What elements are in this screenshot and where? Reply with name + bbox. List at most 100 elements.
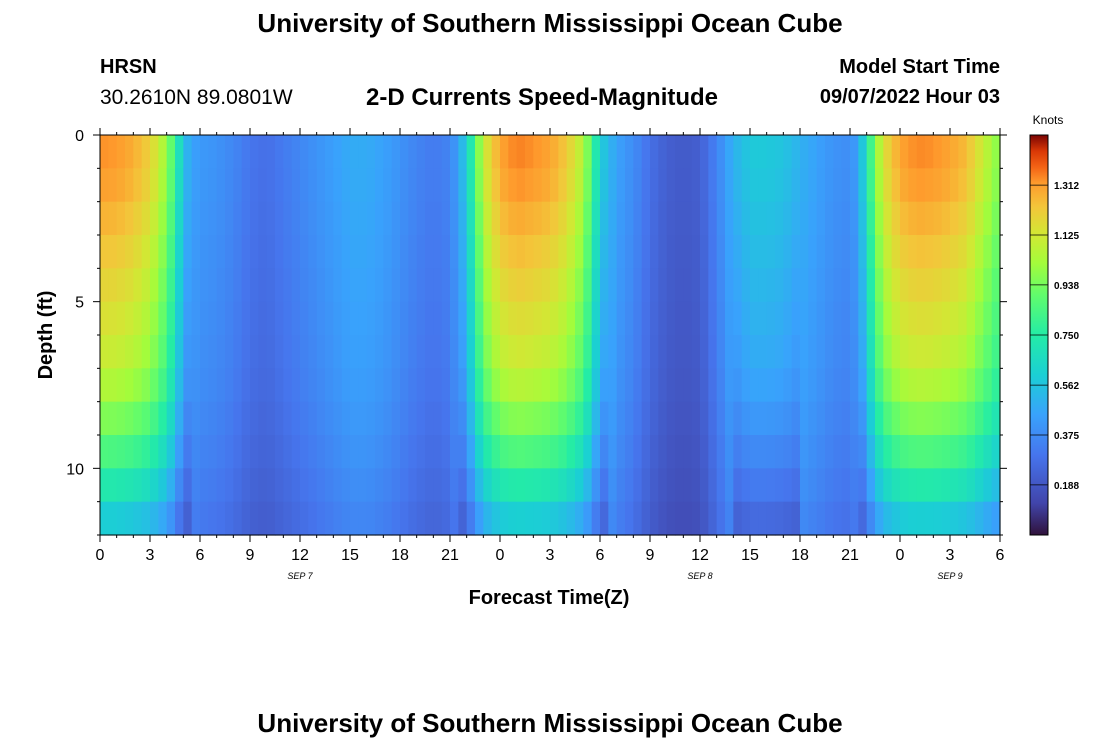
heatmap-cell [891,301,901,336]
heatmap-cell [775,368,784,403]
heatmap-cell [691,301,701,336]
heatmap-cell [241,335,251,369]
heatmap-cell [541,201,551,236]
heatmap-cell [741,235,751,269]
heatmap-cell [891,235,901,269]
heatmap-cell [891,468,901,503]
heatmap-cell [525,268,534,303]
heatmap-cell [241,301,251,336]
heatmap-cell [208,501,218,536]
heatmap-cell [566,468,576,503]
heatmap-cell [275,301,284,336]
heatmap-cell [250,268,259,303]
heatmap-cell [250,135,259,169]
heatmap-cell [125,301,134,336]
heatmap-cell [516,135,526,169]
heatmap-cell [691,168,701,203]
heatmap-cell [250,501,259,536]
heatmap-cell [791,135,801,169]
heatmap-cell [925,201,934,236]
heatmap-cell [916,135,926,169]
heatmap-cell [225,501,234,536]
heatmap-cell [900,435,909,469]
heatmap-cell [500,301,509,336]
heatmap-cell [841,235,851,269]
heatmap-cell [500,235,509,269]
heatmap-cell [516,501,526,536]
heatmap-cell [641,401,651,436]
heatmap-cell [758,468,768,503]
heatmap-cell [500,335,509,369]
heatmap-cell [741,335,751,369]
heatmap-cell [475,201,484,236]
heatmap-cell [875,135,884,169]
heatmap-cell [516,268,526,303]
heatmap-cell [216,401,226,436]
heatmap-cell [425,501,434,536]
heatmap-cell [975,301,984,336]
heatmap-cell [541,368,551,403]
heatmap-cell [308,501,318,536]
heatmap-cell [983,201,993,236]
heatmap-cell [416,135,426,169]
heatmap-cell [916,301,926,336]
heatmap-cell [908,401,918,436]
heatmap-cell [558,501,568,536]
heatmap-cell [800,168,809,203]
date-label: SEP 8 [687,571,712,581]
heatmap-cell [566,335,576,369]
heatmap-cell [216,135,226,169]
heatmap-cell [216,368,226,403]
heatmap-cell [975,401,984,436]
heatmap-cell [300,368,309,403]
heatmap-cell [933,335,943,369]
heatmap-cell [991,301,1001,336]
heatmap-cell [533,135,543,169]
heatmap-cell [958,268,968,303]
heatmap-cell [325,201,334,236]
heatmap-cell [108,201,118,236]
heatmap-cell [758,401,768,436]
heatmap-cell [533,235,543,269]
heatmap-cell [500,168,509,203]
heatmap-cell [916,501,926,536]
heatmap-cell [758,301,768,336]
heatmap-cell [491,435,501,469]
heatmap-cell [550,268,559,303]
heatmap-cell [383,235,393,269]
heatmap-cell [408,235,418,269]
heatmap-cell [233,201,243,236]
heatmap-cell [841,501,851,536]
heatmap-cell [733,435,743,469]
heatmap-cell [516,201,526,236]
heatmap-cell [208,268,218,303]
heatmap-cell [733,235,743,269]
heatmap-cell [266,435,276,469]
heatmap-cell [700,135,709,169]
heatmap-cell [833,135,843,169]
colorbar-tick-label: 0.750 [1054,331,1079,342]
heatmap-cell [641,135,651,169]
heatmap-cell [641,501,651,536]
heatmap-cell [883,435,893,469]
heatmap-cell [550,401,559,436]
heatmap-cell [600,201,609,236]
heatmap-cell [316,168,326,203]
heatmap-cell [325,335,334,369]
heatmap-cell [575,501,584,536]
heatmap-cell [608,401,618,436]
heatmap-cell [583,135,593,169]
heatmap-cell [383,435,393,469]
heatmap-cell [533,435,543,469]
heatmap-cell [375,301,384,336]
heatmap-cell [425,235,434,269]
heatmap-cell [233,301,243,336]
heatmap-cell [950,168,959,203]
heatmap-cell [150,168,159,203]
heatmap-cell [991,268,1001,303]
heatmap-cell [741,401,751,436]
heatmap-cell [450,235,459,269]
heatmap-cell [991,401,1001,436]
heatmap-cell [525,501,534,536]
heatmap-cell [541,268,551,303]
